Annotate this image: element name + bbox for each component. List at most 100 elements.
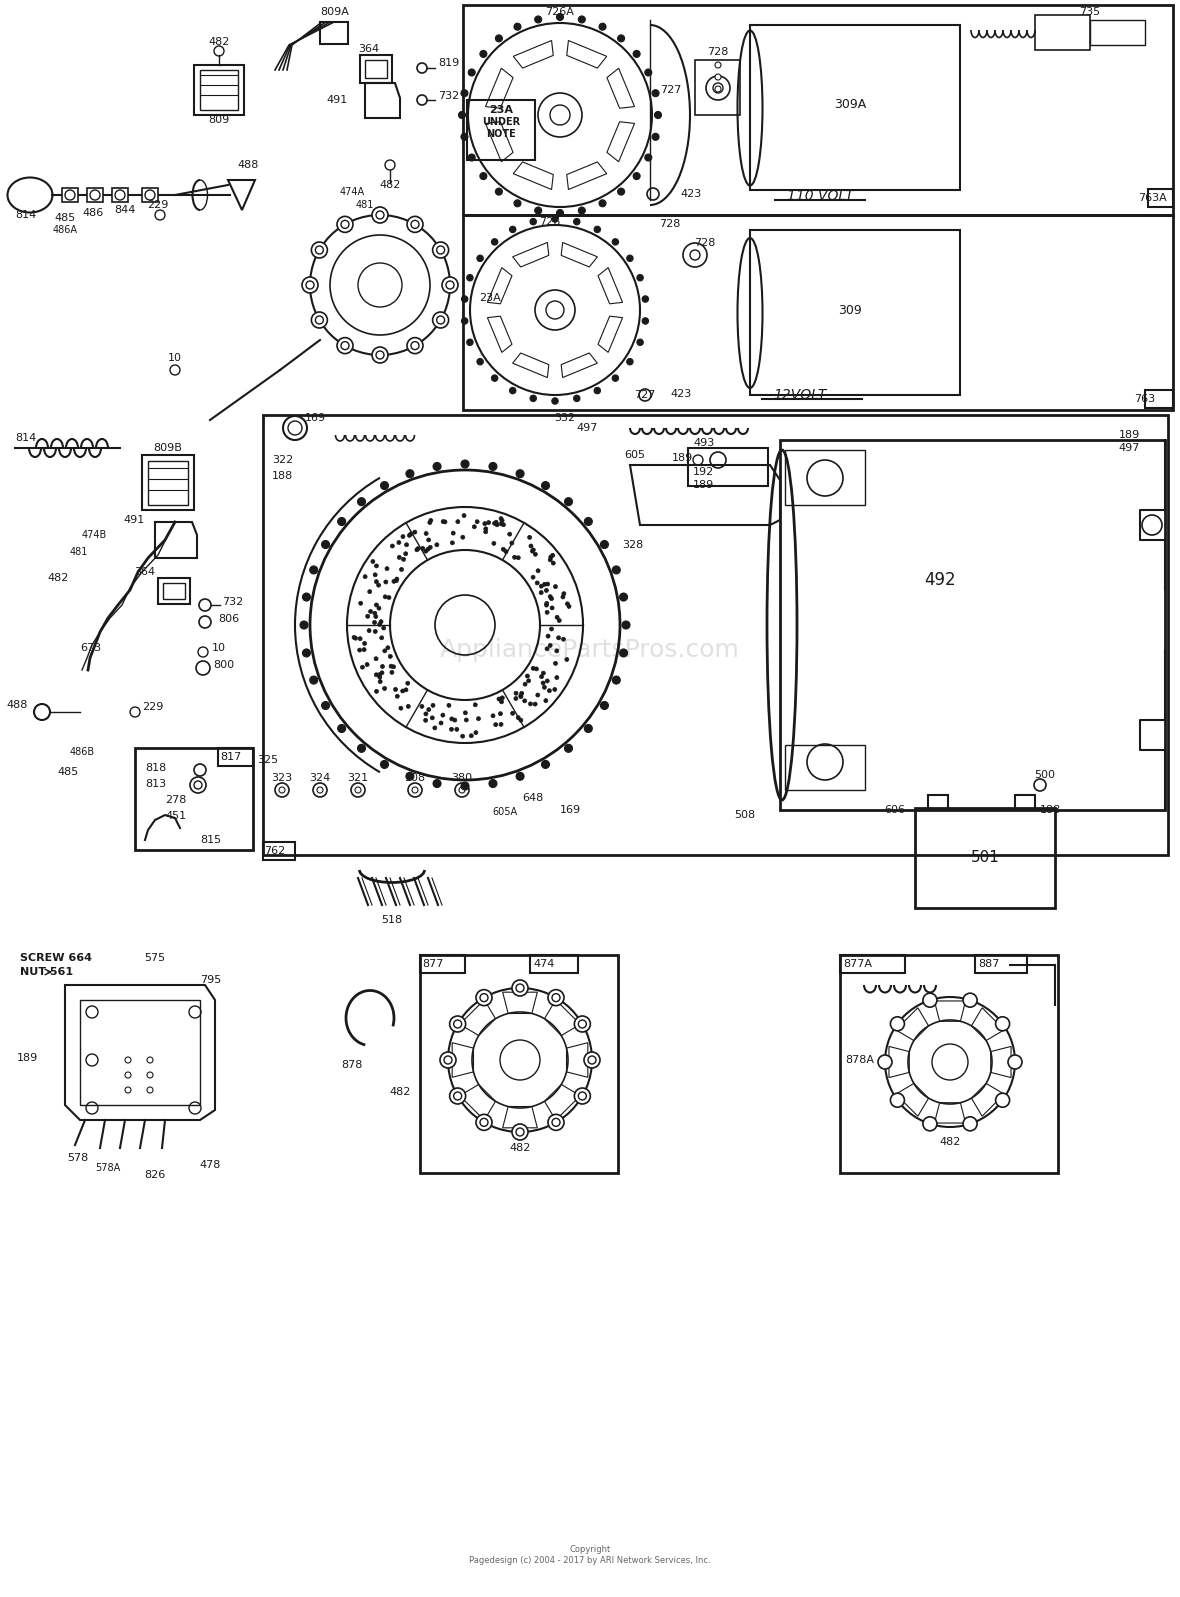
Circle shape — [433, 243, 448, 259]
Circle shape — [550, 605, 555, 610]
Circle shape — [519, 692, 524, 695]
Circle shape — [461, 133, 468, 141]
Text: 727: 727 — [635, 390, 656, 399]
Circle shape — [421, 546, 425, 551]
Circle shape — [368, 610, 373, 613]
Text: 12VOLT: 12VOLT — [773, 388, 827, 402]
Circle shape — [461, 783, 468, 791]
Circle shape — [360, 666, 365, 669]
Text: 169: 169 — [304, 414, 326, 423]
Text: 814: 814 — [15, 209, 37, 220]
Circle shape — [337, 216, 353, 233]
Circle shape — [433, 727, 437, 730]
Circle shape — [517, 556, 520, 559]
Text: 806: 806 — [218, 613, 240, 624]
Text: 486: 486 — [83, 208, 104, 219]
Text: 23A: 23A — [489, 105, 513, 115]
Circle shape — [891, 1094, 904, 1107]
Bar — [320, 22, 348, 45]
Bar — [785, 744, 865, 791]
Text: 322: 322 — [273, 455, 294, 465]
Circle shape — [557, 13, 564, 21]
Text: 809B: 809B — [153, 442, 183, 454]
Circle shape — [529, 545, 533, 548]
Circle shape — [637, 275, 643, 281]
Circle shape — [519, 719, 523, 722]
Polygon shape — [935, 1001, 965, 1022]
Circle shape — [500, 519, 504, 522]
Circle shape — [373, 629, 378, 634]
Text: 188: 188 — [273, 471, 294, 481]
Circle shape — [617, 188, 624, 195]
Circle shape — [309, 565, 317, 573]
Text: 485: 485 — [54, 212, 76, 224]
Circle shape — [374, 580, 379, 583]
Circle shape — [594, 388, 601, 394]
Polygon shape — [544, 1000, 581, 1035]
Circle shape — [474, 730, 478, 735]
Text: 497: 497 — [577, 423, 598, 433]
Bar — [1148, 188, 1173, 208]
Circle shape — [453, 719, 457, 722]
Circle shape — [550, 105, 570, 125]
Text: 323: 323 — [271, 773, 293, 783]
Circle shape — [322, 701, 329, 709]
Text: 482: 482 — [47, 573, 68, 583]
Circle shape — [358, 744, 366, 752]
Circle shape — [529, 703, 532, 706]
Text: 877: 877 — [422, 960, 444, 969]
Text: 727: 727 — [660, 85, 681, 94]
Circle shape — [545, 610, 549, 615]
Circle shape — [358, 498, 366, 506]
Circle shape — [620, 592, 628, 600]
Circle shape — [568, 604, 571, 608]
Circle shape — [627, 256, 634, 262]
Polygon shape — [512, 243, 549, 267]
Circle shape — [309, 676, 317, 684]
Circle shape — [302, 648, 310, 656]
Circle shape — [358, 648, 361, 652]
Text: 364: 364 — [133, 567, 155, 577]
Text: 605: 605 — [624, 450, 645, 460]
Circle shape — [407, 533, 412, 537]
Circle shape — [923, 993, 937, 1008]
Circle shape — [427, 707, 431, 712]
Circle shape — [439, 720, 442, 725]
Text: 605A: 605A — [492, 806, 518, 818]
Circle shape — [542, 671, 545, 676]
Circle shape — [433, 463, 441, 471]
Circle shape — [362, 642, 367, 645]
Bar — [163, 583, 185, 599]
Bar — [135, 747, 253, 850]
Circle shape — [484, 530, 487, 533]
Polygon shape — [896, 1008, 929, 1041]
Circle shape — [573, 219, 581, 225]
Bar — [750, 26, 961, 190]
Circle shape — [599, 200, 607, 206]
Circle shape — [384, 580, 388, 585]
Circle shape — [996, 1017, 1010, 1030]
Circle shape — [463, 514, 466, 517]
Text: 887: 887 — [978, 960, 999, 969]
Circle shape — [379, 680, 382, 684]
Bar — [688, 449, 768, 485]
Circle shape — [553, 661, 557, 666]
Circle shape — [539, 585, 543, 588]
Circle shape — [550, 628, 553, 631]
Circle shape — [380, 760, 388, 768]
Circle shape — [519, 695, 523, 698]
Circle shape — [545, 647, 549, 652]
Circle shape — [565, 658, 569, 661]
Circle shape — [467, 275, 473, 281]
Circle shape — [384, 594, 387, 599]
Text: SCREW 664: SCREW 664 — [20, 953, 92, 963]
Circle shape — [963, 1116, 977, 1131]
Circle shape — [634, 51, 640, 57]
Circle shape — [617, 35, 624, 42]
Circle shape — [512, 556, 517, 559]
Circle shape — [406, 682, 409, 685]
Text: 878A: 878A — [845, 1056, 874, 1065]
Text: 877A: 877A — [843, 960, 872, 969]
Text: 726A: 726A — [545, 6, 575, 18]
Circle shape — [557, 618, 562, 623]
